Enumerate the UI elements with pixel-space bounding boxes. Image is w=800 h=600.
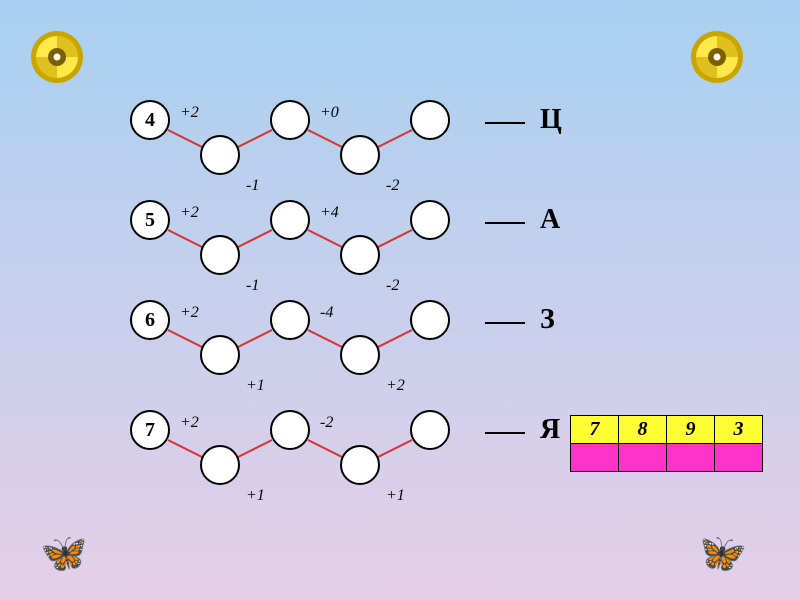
blank-node: [410, 200, 450, 240]
operation-label: -1: [246, 277, 259, 295]
connector-line: [307, 129, 342, 148]
connector-line: [307, 439, 342, 458]
result-dash: [485, 322, 525, 324]
blank-node: [270, 100, 310, 140]
operation-label: -2: [386, 277, 399, 295]
chain-letter: Ц: [540, 104, 562, 136]
answer-header-cell: 9: [667, 416, 715, 444]
connector-line: [237, 329, 272, 348]
operation-label: +2: [180, 304, 199, 322]
connector-line: [307, 329, 342, 348]
connector-line: [377, 439, 412, 458]
answer-body-cell: [715, 444, 763, 472]
blank-node: [200, 235, 240, 275]
butterfly-icon: 🦋: [700, 535, 747, 573]
connector-line: [377, 329, 412, 348]
connector-line: [307, 229, 342, 248]
operation-label: -4: [320, 304, 333, 322]
chain-letter: З: [540, 304, 555, 336]
blank-node: [340, 335, 380, 375]
operation-label: -2: [320, 414, 333, 432]
connector-line: [237, 129, 272, 148]
result-dash: [485, 122, 525, 124]
blank-node: [340, 445, 380, 485]
blank-node: [200, 135, 240, 175]
connector-line: [167, 329, 202, 348]
blank-node: [270, 200, 310, 240]
start-node: 6: [130, 300, 170, 340]
disc-icon: [30, 30, 84, 84]
connector-line: [237, 229, 272, 248]
butterfly-icon: 🦋: [40, 535, 87, 573]
operation-label: +1: [246, 377, 265, 395]
answer-body-cell: [619, 444, 667, 472]
connector-line: [167, 229, 202, 248]
connector-line: [167, 439, 202, 458]
answer-header-cell: 7: [571, 416, 619, 444]
operation-label: -2: [386, 177, 399, 195]
answer-body-cell: [667, 444, 715, 472]
result-dash: [485, 432, 525, 434]
blank-node: [200, 335, 240, 375]
blank-node: [200, 445, 240, 485]
answer-header-cell: 8: [619, 416, 667, 444]
blank-node: [340, 135, 380, 175]
answer-header-cell: 3: [715, 416, 763, 444]
operation-label: +1: [246, 487, 265, 505]
operation-label: +2: [180, 104, 199, 122]
start-node: 7: [130, 410, 170, 450]
blank-node: [340, 235, 380, 275]
blank-node: [410, 100, 450, 140]
answer-table: 7893: [570, 415, 763, 472]
connector-line: [377, 229, 412, 248]
operation-label: +0: [320, 104, 339, 122]
answer-body-cell: [571, 444, 619, 472]
chain-letter: Я: [540, 414, 560, 446]
operation-label: +1: [386, 487, 405, 505]
blank-node: [270, 300, 310, 340]
connector-line: [237, 439, 272, 458]
operation-label: +2: [180, 204, 199, 222]
disc-icon: [690, 30, 744, 84]
diagram-stage: 4 +2 -1 +0 -2 Ц 5 +2 -1 +4 -2 А 6 +2 +1 -4 +2 З 7 +2 +1 -2 +1 Я…: [0, 0, 800, 600]
operation-label: -1: [246, 177, 259, 195]
operation-label: +2: [386, 377, 405, 395]
connector-line: [167, 129, 202, 148]
operation-label: +4: [320, 204, 339, 222]
start-node: 4: [130, 100, 170, 140]
chain-letter: А: [540, 204, 560, 236]
connector-line: [377, 129, 412, 148]
start-node: 5: [130, 200, 170, 240]
blank-node: [270, 410, 310, 450]
result-dash: [485, 222, 525, 224]
operation-label: +2: [180, 414, 199, 432]
blank-node: [410, 410, 450, 450]
blank-node: [410, 300, 450, 340]
